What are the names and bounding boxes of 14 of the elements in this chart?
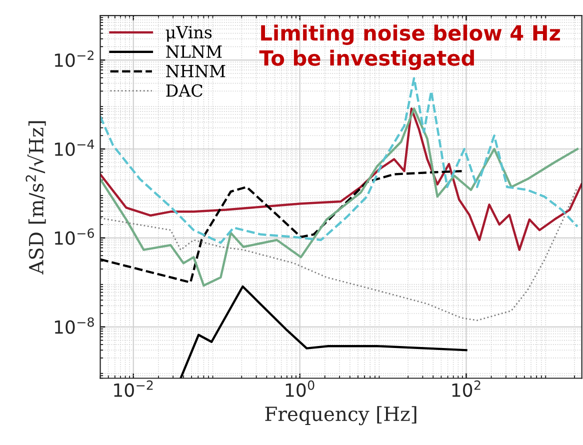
y-tick-label: 10$^{−6}$ (54, 228, 94, 245)
y-tick-label: 10$^{−8}$ (54, 317, 94, 334)
legend-label: DAC (166, 84, 202, 97)
legend-label: NHNM (166, 65, 226, 78)
annotation: Limiting noise below 4 Hz To be investigated (259, 24, 560, 70)
x-axis-title: Frequency [Hz] (265, 406, 416, 426)
x-tick-label: 10$^{2}$ (452, 380, 480, 397)
y-axis-title: ASD [m/s$^{2}$/√Hz] (26, 121, 46, 275)
x-tick-label: 10$^{−2}$ (114, 380, 153, 397)
y-tick-label: 10$^{−2}$ (54, 50, 94, 68)
x-tick-label: 10$^{0}$ (286, 380, 314, 397)
legend-label: NLNM (166, 46, 222, 58)
legend-label: μVins (166, 26, 212, 42)
y-tick-label: 10$^{−4}$ (54, 140, 94, 156)
